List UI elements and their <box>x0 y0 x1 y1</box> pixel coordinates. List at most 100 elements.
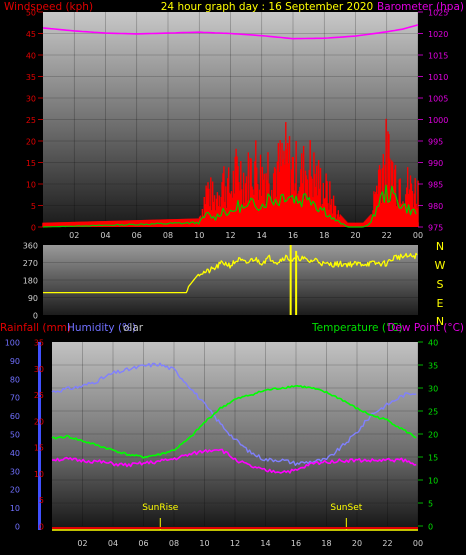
wind-plot-area <box>43 12 418 227</box>
solar-axis-title: olar <box>123 322 144 334</box>
temperature-x-tick-label: 20 <box>352 539 362 548</box>
wind-x-axis-ticks: 02 04 06 08 10 12 14 16 18 20 22 00 <box>69 231 423 240</box>
barometer-tick-label: 980 <box>428 202 443 211</box>
wind-x-tick-label: 16 <box>288 231 298 240</box>
temperature-tick-label: 5 <box>428 500 433 509</box>
temperature-x-tick-label: 02 <box>77 539 87 548</box>
sunrise-label: SunRise <box>142 503 179 513</box>
compass-labels: N W S E N <box>435 240 446 328</box>
wind-tick-label: 20 <box>26 138 36 147</box>
humidity-tick-label: 80 <box>10 375 20 384</box>
direction-plot-area <box>43 245 418 315</box>
direction-tick-label: 0 <box>33 312 38 321</box>
wind-x-tick-label: 20 <box>350 231 360 240</box>
humidity-tick-label: 0 <box>15 523 20 532</box>
temperature-x-tick-label: 08 <box>169 539 179 548</box>
barometer-tick-label: 1005 <box>428 95 448 104</box>
wind-average-line <box>42 184 417 228</box>
temperature-x-tick-label: 06 <box>138 539 148 548</box>
rainfall-axis-title: Rainfall (mm) <box>0 322 71 334</box>
chart-title: 24 hour graph day : 16 September 2020 <box>161 1 373 13</box>
rainfall-tick-label: 30 <box>34 365 44 374</box>
wind-tick-label: 10 <box>26 181 36 190</box>
temperature-x-tick-label: 18 <box>321 539 331 548</box>
wind-tick-label: 5 <box>31 202 36 211</box>
compass-w: W <box>435 259 446 272</box>
compass-e: E <box>437 297 444 310</box>
rainfall-tick-label: 15 <box>34 444 44 453</box>
temperature-tick-label: 30 <box>428 385 438 394</box>
wind-x-tick-label: 12 <box>225 231 235 240</box>
temperature-x-tick-label: 12 <box>230 539 240 548</box>
temperature-tick-label: 25 <box>428 408 438 417</box>
wind-tick-label: 45 <box>26 30 36 39</box>
temperature-series <box>51 384 417 459</box>
temperature-tick-label: 0 <box>428 523 433 532</box>
temperature-tick-label: 10 <box>428 477 438 486</box>
temperature-x-tick-label: 16 <box>291 539 301 548</box>
barometer-line <box>42 24 419 40</box>
compass-s: S <box>437 278 444 291</box>
wind-tick-label: 30 <box>26 95 36 104</box>
direction-tick-label: 360 <box>23 242 38 251</box>
direction-line <box>43 252 418 294</box>
wind-tick-label: 40 <box>26 52 36 61</box>
humidity-tick-label: 10 <box>10 504 20 513</box>
wind-tick-label: 15 <box>26 159 36 168</box>
dewpoint-axis-title: Dew Point (°C) <box>387 322 464 334</box>
wind-x-tick-label: 10 <box>194 231 204 240</box>
humidity-tick-label: 70 <box>10 394 20 403</box>
wind-tick-label: 35 <box>26 73 36 82</box>
humidity-tick-label: 100 <box>5 339 20 348</box>
rainfall-tick-label: 20 <box>34 417 44 426</box>
temperature-x-axis-ticks: 02 04 06 08 10 12 14 16 18 20 22 00 <box>77 539 423 548</box>
wind-x-tick-label: 18 <box>319 231 329 240</box>
rainfall-tick-label: 35 <box>34 339 44 348</box>
wind-tick-label: 0 <box>31 224 36 233</box>
direction-series <box>43 245 418 315</box>
wind-x-tick-label: 22 <box>382 231 392 240</box>
temperature-axis-ticks: 0 5 10 15 20 25 30 35 40 <box>418 339 438 532</box>
direction-tick-label: 180 <box>23 277 38 286</box>
temperature-x-tick-label: 10 <box>199 539 209 548</box>
temperature-x-tick-label: 00 <box>413 539 423 548</box>
barometer-tick-label: 1000 <box>428 116 448 125</box>
direction-tick-label: 270 <box>23 259 38 268</box>
dewpoint-series <box>51 448 417 474</box>
barometer-axis-title: Barometer (hpa) <box>377 1 464 13</box>
wind-x-tick-label: 06 <box>132 231 142 240</box>
rainfall-tick-label: 0 <box>39 523 44 532</box>
humidity-line <box>51 362 417 466</box>
temperature-axis-title: Temperature (°C) <box>311 322 403 334</box>
sunset-label: SunSet <box>330 503 362 513</box>
rainfall-tick-label: 5 <box>39 496 44 505</box>
humidity-tick-label: 30 <box>10 467 20 476</box>
temperature-tick-label: 15 <box>428 454 438 463</box>
compass-n-top: N <box>436 240 444 253</box>
barometer-tick-label: 1020 <box>428 30 448 39</box>
barometer-series <box>42 24 419 40</box>
humidity-axis-ticks: 0 10 20 30 40 50 60 70 80 90 100 <box>5 339 20 532</box>
temperature-line <box>51 384 417 459</box>
wind-x-tick-label: 04 <box>100 231 110 240</box>
humidity-axis-bar <box>38 342 41 530</box>
wind-x-tick-label: 02 <box>69 231 79 240</box>
temperature-tick-label: 20 <box>428 431 438 440</box>
wind-axis-title: Windspeed (kph) <box>4 1 93 13</box>
compass-n-bottom: N <box>436 315 444 328</box>
rainfall-tick-label: 10 <box>34 470 44 479</box>
temperature-tick-label: 40 <box>428 339 438 348</box>
temperature-tick-label: 35 <box>428 362 438 371</box>
barometer-tick-label: 975 <box>428 224 443 233</box>
wind-x-tick-label: 00 <box>413 231 423 240</box>
barometer-tick-label: 1015 <box>428 52 448 61</box>
wind-tick-label: 25 <box>26 116 36 125</box>
humidity-tick-label: 50 <box>10 431 20 440</box>
humidity-series <box>51 362 417 466</box>
wind-axis-ticks: 0 5 10 15 20 25 30 35 40 45 50 <box>26 9 43 233</box>
wind-average-series <box>42 184 417 228</box>
temperature-x-tick-label: 04 <box>108 539 118 548</box>
dewpoint-line <box>51 448 417 474</box>
